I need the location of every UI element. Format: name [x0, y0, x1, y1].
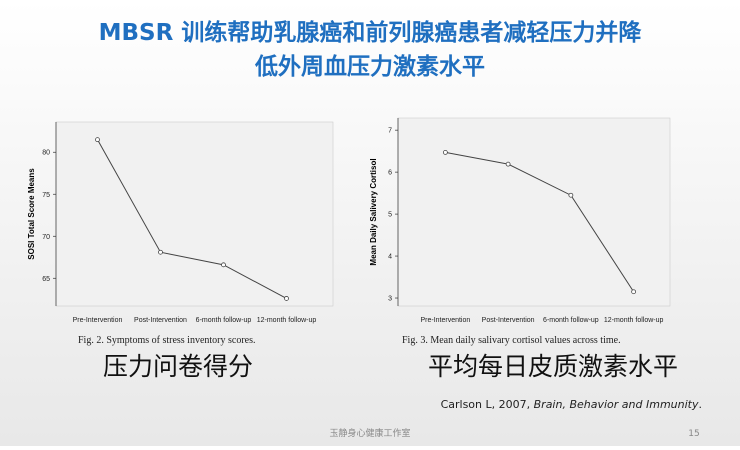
y-tick-label: 5 — [388, 212, 392, 219]
data-line — [445, 151, 635, 293]
y-axis-label: SOSI Total Score Means — [27, 168, 36, 260]
data-point — [568, 192, 574, 198]
data-point — [631, 289, 637, 295]
y-tick-label: 3 — [388, 296, 392, 303]
chinese-label: 平均每日皮质激素水平 — [428, 352, 678, 381]
figure-caption: Fig. 3. Mean daily salivary cortisol val… — [402, 335, 621, 346]
y-tick-label: 6 — [388, 170, 392, 177]
data-point — [284, 296, 289, 301]
data-point — [158, 249, 163, 255]
data-point — [442, 150, 448, 155]
footer: 玉静身心健康工作室 — [329, 427, 410, 439]
citation-journal: Brain, Behavior and Immunity — [534, 398, 699, 411]
x-tick-label: 12-month follow-up — [257, 317, 317, 324]
x-tick-label: Post-Intervention — [482, 317, 535, 324]
y-axis-label: Mean Daily Salivery Cortisol — [369, 158, 378, 265]
x-tick-label: 6-month follow-up — [543, 317, 599, 324]
citation-suffix: . — [699, 398, 703, 411]
x-tick-label: 12-month follow-up — [604, 317, 664, 324]
data-line — [97, 139, 287, 299]
x-tick-label: Pre-Intervention — [73, 317, 123, 324]
y-tick-label: 70 — [42, 234, 50, 241]
x-tick-label: 6-month follow-up — [196, 317, 252, 324]
y-tick-label: 80 — [42, 150, 50, 157]
citation: Carlson L, 2007, Brain, Behavior and Imm… — [441, 398, 702, 411]
figure-caption: Fig. 2. Symptoms of stress inventory sco… — [78, 335, 256, 346]
y-tick-label: 7 — [388, 128, 392, 135]
data-point — [505, 161, 511, 167]
chinese-label: 压力问卷得分 — [103, 352, 253, 381]
y-tick-label: 65 — [42, 276, 50, 283]
title-line: 低外周血压力激素水平 — [254, 53, 485, 80]
x-tick-label: Post-Intervention — [134, 317, 187, 324]
plot-area — [55, 121, 334, 307]
y-tick-label: 4 — [388, 254, 392, 261]
data-point — [95, 137, 100, 143]
plot-area — [397, 117, 671, 307]
citation-prefix: Carlson L, 2007, — [441, 398, 534, 411]
title-line: MBSR 训练帮助乳腺癌和前列腺癌患者减轻压力并降 — [99, 19, 643, 46]
x-tick-label: Pre-Intervention — [420, 317, 470, 324]
page-number: 15 — [688, 429, 699, 439]
y-tick-label: 75 — [42, 192, 50, 199]
data-point — [221, 262, 226, 268]
